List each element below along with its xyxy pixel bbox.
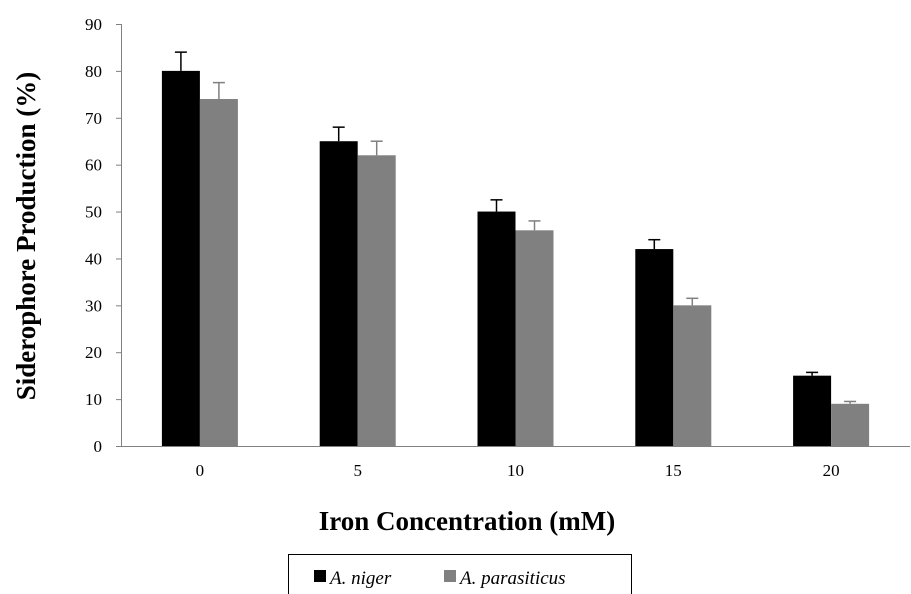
bar-a-parasiticus-0 xyxy=(199,99,238,447)
bar-a-parasiticus-20 xyxy=(831,403,870,446)
bar-a-parasiticus-15 xyxy=(673,305,712,446)
bar-a-niger-20 xyxy=(793,375,832,446)
x-axis-title: Iron Concentration (mM) xyxy=(319,506,615,536)
x-tick-label: 0 xyxy=(196,461,205,480)
error-bar-a-parasiticus-0 xyxy=(212,81,225,100)
error-bar-a-niger-10 xyxy=(490,199,503,212)
legend-label-a-niger: A. niger xyxy=(328,568,392,589)
y-tick-label: 0 xyxy=(94,437,103,456)
legend: A. niger A. parasiticus xyxy=(288,554,632,594)
axes-layer: 0 5 10 15 20 0 10 20 30 40 50 60 70 80 90 xyxy=(85,15,910,480)
y-tick-label: 40 xyxy=(85,249,102,268)
y-tick-label: 50 xyxy=(85,203,102,222)
error-bar-a-niger-0 xyxy=(174,51,187,71)
y-tick-label: 80 xyxy=(85,62,102,81)
bar-a-niger-0 xyxy=(161,70,200,446)
error-bar-a-parasiticus-10 xyxy=(528,220,541,231)
x-tick-label: 15 xyxy=(665,461,682,480)
error-bar-a-niger-15 xyxy=(648,238,661,250)
legend-box xyxy=(288,554,632,594)
error-bars-layer xyxy=(174,51,857,404)
bars-layer xyxy=(161,70,870,447)
x-tick-label: 20 xyxy=(823,461,840,480)
y-tick-label: 10 xyxy=(85,390,102,409)
bar-a-niger-10 xyxy=(477,211,516,446)
y-tick-label: 90 xyxy=(85,15,102,34)
x-tick-label: 5 xyxy=(353,461,362,480)
error-bar-a-parasiticus-15 xyxy=(686,297,699,306)
bar-a-parasiticus-5 xyxy=(357,155,396,447)
legend-label-a-parasiticus: A. parasiticus xyxy=(458,568,566,589)
y-tick-label: 60 xyxy=(85,156,102,175)
y-tick-label: 20 xyxy=(85,343,102,362)
x-tick-label: 10 xyxy=(507,461,524,480)
bar-a-niger-5 xyxy=(319,141,358,446)
legend-swatch-a-parasiticus xyxy=(444,570,456,582)
y-tick-label: 70 xyxy=(85,109,102,128)
legend-swatch-a-niger xyxy=(314,570,326,582)
bar-a-parasiticus-10 xyxy=(515,230,554,446)
error-bar-a-parasiticus-5 xyxy=(370,140,383,156)
bar-a-niger-15 xyxy=(635,249,674,446)
y-axis-title: Siderophore Production (%) xyxy=(11,72,41,401)
error-bar-a-niger-5 xyxy=(332,126,345,142)
error-bar-a-parasiticus-20 xyxy=(844,400,857,404)
y-tick-label: 30 xyxy=(85,296,102,315)
error-bar-a-niger-20 xyxy=(806,371,819,376)
